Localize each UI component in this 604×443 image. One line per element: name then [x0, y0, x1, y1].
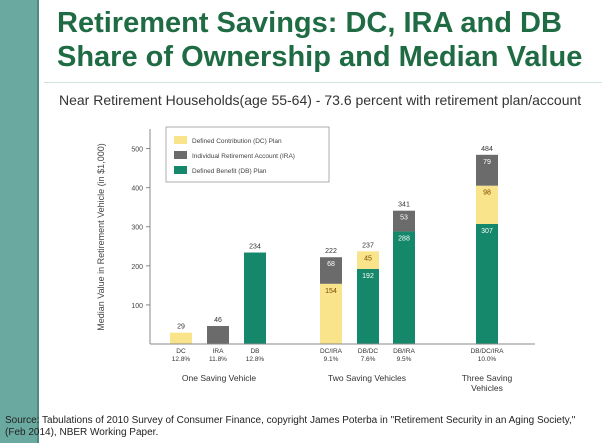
title-divider [44, 82, 602, 83]
legend-label-ira: Individual Retirement Account (IRA) [192, 153, 295, 160]
segment-value-label: 45 [364, 255, 372, 262]
title-line-2: Share of Ownership and Median Value [57, 41, 583, 73]
bar-segment-ira [207, 326, 229, 344]
source-note: Source: Tabulations of 2010 Survey of Co… [5, 415, 601, 439]
bar-share-label: 9.1% [324, 356, 339, 363]
segment-value-label: 192 [362, 273, 374, 280]
bar-total-label: 341 [398, 202, 410, 209]
bar-total-label: 484 [481, 146, 493, 153]
bar-share-label: 12.8% [172, 356, 191, 363]
bar-share-label: 9.5% [397, 356, 412, 363]
bar-total-label: 222 [325, 248, 337, 255]
bar-category-label: DB/DC/IRA [471, 348, 505, 355]
bar-segment-db [357, 268, 379, 344]
bar-share-label: 10.0% [478, 356, 497, 363]
bar-total-label: 29 [177, 324, 185, 331]
y-axis-label: Median Value in Retirement Vehicle (in $… [96, 143, 106, 330]
segment-value-label: 288 [398, 235, 410, 242]
bar-category-label: DB/IRA [393, 348, 415, 355]
segment-value-label: 68 [327, 261, 335, 268]
group-label: Two Saving Vehicles [328, 373, 406, 383]
bar-share-label: 7.6% [361, 356, 376, 363]
bar-segment-ira [393, 210, 415, 232]
bar-segment-db [476, 223, 498, 344]
bar-segment-db [393, 231, 415, 344]
page-title: Retirement Savings: DC, IRA and DB Share… [57, 6, 597, 74]
legend-label-dc: Defined Contribution (DC) Plan [192, 138, 282, 145]
bar-category-label: DB [250, 348, 259, 355]
group-label: One Saving Vehicle [182, 373, 256, 383]
source-line-1: Source: Tabulations of 2010 Survey of Co… [5, 415, 576, 426]
legend-label-db: Defined Benefit (DB) Plan [192, 168, 267, 175]
bar-segment-dc [357, 251, 379, 269]
bar-segment-ira [320, 257, 342, 284]
bar-total-label: 237 [362, 242, 374, 249]
bar-total-label: 234 [249, 244, 261, 251]
bar-share-label: 11.8% [209, 356, 227, 363]
segment-value-label: 53 [400, 215, 408, 222]
y-tick-label: 100 [131, 303, 143, 310]
group-label-line-2: Vehicles [471, 383, 503, 393]
bar-total-label: 46 [214, 317, 222, 324]
title-line-1: Retirement Savings: DC, IRA and DB [57, 7, 562, 39]
segment-value-label: 154 [325, 288, 337, 295]
bar-category-label: DC/IRA [320, 348, 343, 355]
bar-segment-db [244, 252, 266, 344]
bar-category-label: IRA [213, 348, 225, 355]
source-line-2: (Feb 2014), NBER Working Paper. [5, 427, 159, 438]
bar-share-label: 12.8% [246, 356, 265, 363]
bar-category-label: DB/DC [358, 348, 379, 355]
bar-category-label: DC [176, 348, 186, 355]
bar-segment-dc [476, 185, 498, 224]
page-subtitle: Near Retirement Households(age 55-64) - … [59, 92, 582, 108]
bar-segment-dc [320, 283, 342, 344]
y-tick-label: 200 [131, 264, 143, 271]
segment-value-label: 79 [483, 159, 491, 166]
bar-segment-ira [476, 154, 498, 186]
legend-swatch-db [174, 166, 187, 174]
segment-value-label: 98 [483, 190, 491, 197]
y-tick-label: 400 [131, 186, 143, 193]
left-accent-bar [0, 0, 39, 443]
legend-swatch-ira [174, 151, 187, 159]
legend-swatch-dc [174, 136, 187, 144]
legend-box [165, 126, 330, 183]
bar-segment-dc [170, 332, 192, 344]
y-tick-label: 300 [131, 225, 143, 232]
segment-value-label: 307 [481, 228, 493, 235]
y-tick-label: 500 [131, 147, 143, 154]
group-label: Three Saving [462, 373, 513, 383]
